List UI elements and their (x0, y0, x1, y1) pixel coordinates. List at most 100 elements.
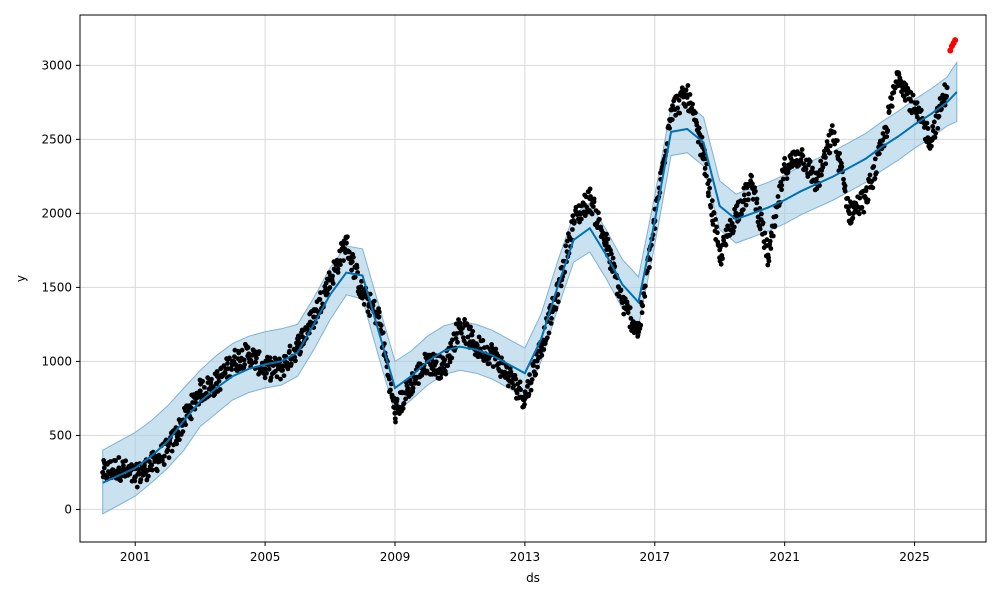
observed-point (944, 93, 949, 99)
observed-point (570, 227, 575, 232)
observed-point (459, 330, 464, 336)
observed-point (889, 96, 895, 101)
observed-point (254, 355, 259, 361)
observed-point (511, 383, 517, 389)
observed-point (428, 362, 433, 368)
observed-point (553, 305, 559, 311)
observed-point (555, 299, 561, 305)
observed-point (104, 475, 110, 480)
observed-point (541, 347, 547, 352)
observed-point (493, 346, 499, 352)
observed-point (548, 321, 554, 326)
observed-point (823, 155, 828, 160)
observed-point (827, 150, 833, 156)
y-tick-label: 1000 (41, 354, 72, 368)
observed-point (549, 316, 554, 321)
observed-point (166, 455, 172, 461)
observed-point (288, 361, 294, 367)
observed-point (696, 125, 702, 131)
observed-point (842, 188, 848, 194)
observed-point (857, 195, 863, 201)
observed-point (779, 187, 784, 193)
observed-point (401, 400, 407, 406)
observed-point (533, 371, 539, 377)
observed-point (783, 165, 788, 171)
observed-point (753, 188, 758, 194)
observed-point (864, 185, 869, 191)
observed-point (268, 375, 274, 381)
observed-point (205, 375, 211, 381)
observed-point (729, 220, 735, 226)
observed-point (217, 387, 223, 392)
observed-point (518, 387, 523, 393)
observed-point (731, 228, 736, 234)
observed-point (620, 300, 625, 306)
observed-point (490, 364, 496, 369)
observed-point (188, 405, 194, 411)
observed-point (910, 92, 916, 98)
observed-point (526, 391, 532, 397)
observed-point (640, 303, 646, 309)
x-tick-label: 2005 (250, 550, 281, 564)
observed-point (424, 368, 430, 374)
observed-point (351, 254, 356, 260)
observed-point (767, 238, 773, 244)
observed-point (311, 314, 317, 320)
observed-point (116, 455, 122, 460)
observed-point (818, 158, 824, 164)
observed-point (327, 285, 333, 290)
observed-point (325, 276, 330, 282)
observed-point (675, 105, 680, 111)
observed-point (779, 182, 785, 188)
observed-point (690, 101, 695, 107)
observed-point (903, 82, 909, 88)
observed-point (514, 390, 520, 396)
observed-point (361, 302, 367, 307)
observed-point (462, 317, 467, 322)
observed-point (582, 213, 588, 219)
observed-point (841, 176, 846, 182)
observed-point (750, 196, 756, 202)
observed-point (330, 281, 336, 286)
observed-point (810, 165, 815, 171)
observed-point (699, 134, 705, 140)
observed-point (757, 226, 763, 232)
observed-point (371, 298, 377, 304)
recent-point (952, 37, 959, 44)
observed-point (933, 130, 939, 136)
observed-point (118, 478, 123, 483)
observed-point (517, 379, 523, 385)
observed-point (447, 359, 453, 365)
observed-point (359, 278, 364, 284)
observed-point (827, 143, 833, 149)
y-axis-label: y (14, 275, 28, 282)
x-tick-label: 2017 (640, 550, 671, 564)
x-tick-label: 2013 (510, 550, 541, 564)
observed-point (752, 185, 757, 191)
observed-point (605, 236, 611, 242)
observed-point (278, 376, 283, 382)
observed-point (393, 419, 398, 425)
observed-point (800, 153, 806, 159)
observed-point (285, 366, 291, 372)
observed-point (929, 143, 934, 149)
observed-point (578, 216, 584, 222)
observed-point (287, 348, 292, 354)
observed-point (460, 325, 465, 331)
observed-point (345, 234, 350, 240)
observed-point (222, 370, 228, 376)
observed-point (100, 469, 106, 476)
observed-point (837, 151, 842, 156)
observed-point (693, 110, 698, 116)
observed-point (470, 328, 476, 334)
observed-point (762, 230, 768, 236)
observed-point (870, 185, 876, 191)
x-tick-label: 2025 (899, 550, 930, 564)
observed-point (445, 363, 451, 369)
observed-point (535, 364, 540, 370)
observed-point (749, 173, 754, 179)
observed-point (932, 135, 938, 140)
observed-point (134, 484, 140, 490)
observed-point (280, 367, 285, 373)
observed-point (610, 255, 616, 261)
